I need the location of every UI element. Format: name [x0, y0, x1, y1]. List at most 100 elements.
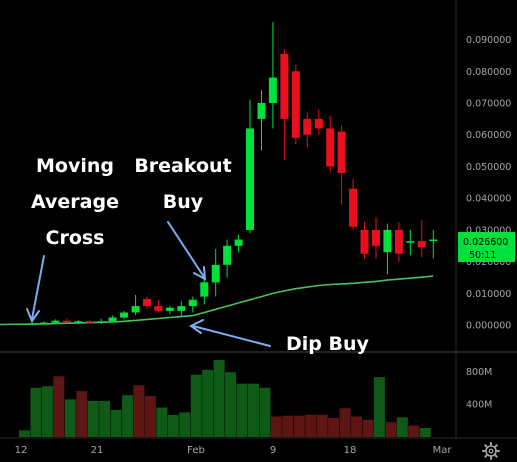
time-tick-label: Feb [187, 445, 205, 456]
volume-bar [144, 396, 156, 437]
candle [51, 319, 60, 324]
candle-body [360, 229, 369, 254]
candles [28, 22, 438, 326]
candle [314, 109, 323, 135]
time-tick-label: 9 [270, 445, 276, 456]
volume-tick-label: 400M [466, 400, 492, 411]
candle-body [303, 118, 312, 135]
candle-body [223, 245, 232, 265]
annotation-breakout-buy: Breakout Buy [134, 155, 231, 213]
last-price-tag: 0.026600 50:11 [458, 232, 515, 262]
volume-bar [202, 369, 214, 437]
candle-body [154, 306, 163, 311]
candle [394, 222, 403, 262]
price-axis[interactable]: 0.090000 0.080000 0.070000 0.060000 0.050000… [466, 35, 511, 332]
volume-bar [236, 383, 248, 437]
arrow-to-ma-cross [26, 255, 45, 324]
candle-body [188, 299, 197, 307]
gear-icon[interactable] [482, 442, 500, 460]
volume-bar [396, 417, 408, 437]
candle-body [246, 128, 254, 230]
candle [188, 296, 197, 313]
last-price-value: 0.026600 [463, 237, 508, 248]
volume-axis: 800M 400M [466, 367, 492, 411]
candle-body [74, 321, 83, 323]
candle [40, 321, 48, 325]
candle-body [143, 299, 151, 307]
candle [372, 217, 380, 259]
candle [28, 322, 37, 326]
candle [429, 229, 438, 259]
volume-bar [87, 400, 99, 437]
price-tick-label: 0.060000 [466, 130, 511, 141]
volume-bars [19, 359, 431, 437]
candle-body [394, 229, 403, 254]
volume-bar [248, 383, 259, 437]
price-tick-label: 0.040000 [466, 194, 511, 205]
candle [337, 125, 346, 205]
countdown-timer: 50:11 [469, 250, 496, 261]
candle-body [165, 307, 174, 311]
candle [143, 296, 151, 310]
candle-body [28, 323, 37, 325]
volume-bar [213, 359, 225, 437]
volume-bar [385, 422, 397, 437]
moving-average [0, 275, 434, 326]
candle [417, 220, 426, 257]
candle-body [326, 128, 335, 167]
time-tick-label: Mar [433, 445, 453, 456]
candle-body [131, 306, 140, 313]
price-tick-label: 0.030000 [466, 225, 511, 236]
time-axis[interactable]: 12 21 Feb 9 18 Mar [15, 445, 453, 456]
volume-bar [293, 415, 305, 437]
volume-bar [64, 399, 76, 437]
volume-bar [156, 407, 168, 437]
candle-body [108, 317, 117, 322]
volume-bar [99, 400, 111, 437]
candle [257, 90, 266, 151]
candle-body [429, 239, 438, 242]
price-tick-label: 0.010000 [466, 289, 511, 300]
volume-bar [133, 385, 145, 437]
candle-body [51, 320, 60, 323]
volume-bar [179, 412, 191, 437]
candle-body [40, 322, 48, 324]
price-tick-label: 0.080000 [466, 67, 511, 78]
volume-bar [328, 418, 340, 437]
candle [268, 22, 277, 129]
candle [383, 223, 392, 275]
candle-body [211, 264, 220, 283]
candle [131, 295, 140, 315]
volume-bar [19, 430, 30, 437]
candle [200, 277, 209, 305]
candle [326, 115, 335, 173]
candle [303, 112, 312, 148]
last-price-tag-bg [458, 232, 515, 262]
volume-bar [408, 425, 420, 437]
candle-body [97, 321, 106, 323]
volume-bar [76, 391, 88, 437]
annotation-ma-line-3: Cross [46, 227, 105, 249]
candle-body [314, 118, 323, 129]
candle [246, 99, 254, 234]
candle [406, 229, 415, 256]
candle-body [85, 321, 94, 323]
candle [108, 315, 117, 323]
candle-body [372, 229, 380, 246]
volume-bar [167, 414, 179, 437]
candle [120, 310, 129, 320]
candle-body [383, 229, 392, 253]
volume-bar [259, 387, 271, 437]
candle [360, 222, 369, 259]
candle-body [280, 53, 289, 119]
annotation-breakout-line-1: Breakout [134, 155, 231, 177]
volume-bar [351, 416, 362, 437]
candle [211, 249, 220, 297]
candle [234, 234, 243, 253]
price-tick-label: 0.050000 [466, 162, 511, 173]
ma-line [0, 275, 434, 326]
candle [62, 318, 71, 324]
time-tick-label: 12 [15, 445, 28, 456]
arrow-to-breakout [167, 221, 207, 281]
